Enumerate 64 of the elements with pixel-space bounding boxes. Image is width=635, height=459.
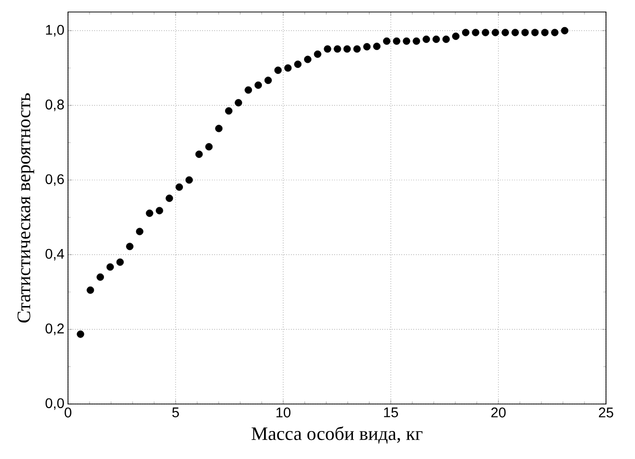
y-axis-title: Статистическая вероятность <box>18 93 34 322</box>
point <box>264 76 272 84</box>
point <box>452 32 460 40</box>
point <box>472 28 480 36</box>
x-tick-label: 20 <box>491 408 506 418</box>
point <box>343 45 351 53</box>
y-tick-label: 0,6 <box>46 174 64 186</box>
x-axis-title: Масса особи вида, кг <box>252 426 422 444</box>
point <box>176 183 183 191</box>
x-tick-label: 0 <box>64 408 72 418</box>
point <box>205 143 213 150</box>
point <box>136 228 144 236</box>
x-tick-label: 5 <box>172 408 179 418</box>
point <box>324 45 332 53</box>
point <box>126 242 134 250</box>
point <box>383 37 390 45</box>
y-tick-label: 1,0 <box>46 24 64 36</box>
x-tick-label: 15 <box>384 408 398 418</box>
point <box>254 81 262 89</box>
point <box>166 194 174 202</box>
point <box>304 56 312 64</box>
point <box>482 28 490 36</box>
y-tick-label: 0,2 <box>46 324 64 336</box>
y-tick-label: 0,4 <box>46 248 64 260</box>
point <box>392 37 400 45</box>
point <box>96 273 104 281</box>
point <box>353 45 361 53</box>
point <box>274 66 282 74</box>
point <box>116 258 124 266</box>
point <box>294 60 302 68</box>
point <box>76 330 84 338</box>
point <box>442 36 450 43</box>
point <box>225 107 232 115</box>
point <box>195 150 203 158</box>
point <box>215 124 223 132</box>
point <box>402 37 410 45</box>
point <box>106 263 114 271</box>
point <box>502 28 509 36</box>
point <box>511 28 519 36</box>
point <box>314 50 322 58</box>
point <box>234 99 242 106</box>
point <box>156 206 164 214</box>
point <box>185 176 193 184</box>
point <box>560 26 568 34</box>
y-tick-label: 0,0 <box>46 398 64 410</box>
point <box>432 36 440 43</box>
point <box>531 28 539 36</box>
point <box>492 28 500 36</box>
point <box>521 28 529 36</box>
y-tick-label: 0,8 <box>46 100 64 112</box>
point <box>244 86 252 94</box>
point <box>422 36 430 43</box>
point <box>462 28 470 36</box>
point <box>86 286 94 294</box>
point <box>284 64 292 72</box>
point <box>146 210 154 217</box>
point <box>551 28 558 36</box>
point <box>373 42 381 50</box>
point <box>334 45 342 53</box>
point <box>412 37 420 45</box>
x-tick-label: 10 <box>276 408 290 418</box>
point <box>541 28 549 36</box>
x-tick-label: 25 <box>598 408 614 418</box>
point <box>363 43 371 50</box>
